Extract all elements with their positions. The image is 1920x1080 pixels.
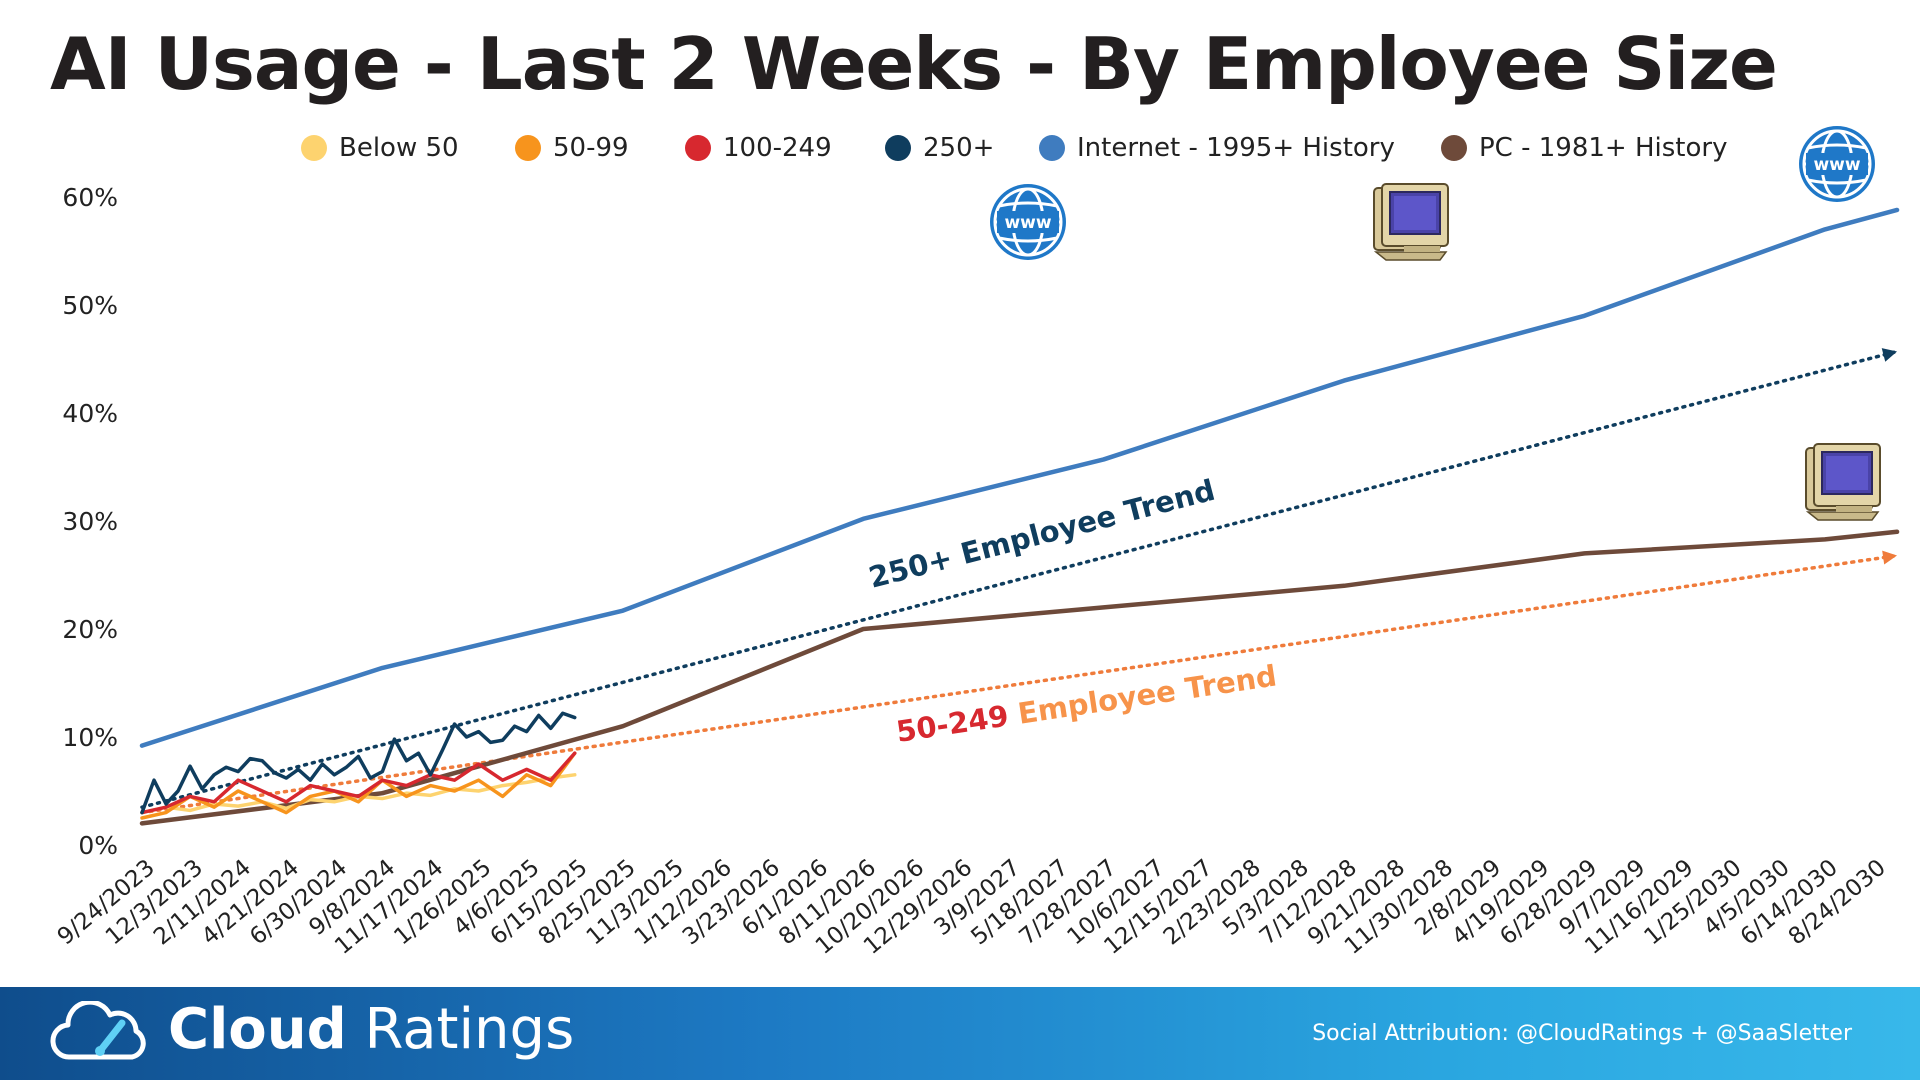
cloud-gauge-icon bbox=[50, 1001, 146, 1060]
legend-marker-internet-1995-history bbox=[1039, 135, 1065, 161]
y-tick-label: 20% bbox=[62, 615, 118, 644]
legend-label-below-50: Below 50 bbox=[339, 133, 459, 163]
computer-icon bbox=[1373, 183, 1449, 261]
series-line-50-99 bbox=[140, 751, 577, 820]
y-tick-label: 60% bbox=[62, 183, 118, 212]
trend-line-250-employee-trend bbox=[140, 349, 1899, 809]
annotation-50-249-trend: 50-249 Employee Trend bbox=[894, 659, 1279, 749]
trend-line-50-249-employee-trend bbox=[140, 553, 1899, 815]
social-attribution: Social Attribution: @CloudRatings + @Saa… bbox=[1312, 1021, 1852, 1046]
series-line-250 bbox=[140, 711, 577, 815]
legend-label-50-99: 50-99 bbox=[553, 133, 629, 163]
series-line-100-249 bbox=[140, 751, 577, 815]
page-title: AI Usage - Last 2 Weeks - By Employee Si… bbox=[50, 22, 1778, 106]
legend-marker-50-99 bbox=[515, 135, 541, 161]
legend-label-100-249: 100-249 bbox=[723, 133, 832, 163]
footer-bar: Cloud Ratings Social Attribution: @Cloud… bbox=[0, 987, 1920, 1080]
y-tick-label: 50% bbox=[62, 291, 118, 320]
series-line-pc-1981-history bbox=[139, 529, 1900, 826]
legend-marker-below-50 bbox=[301, 135, 327, 161]
series-line-internet-1995-history bbox=[139, 207, 1900, 748]
y-tick-label: 10% bbox=[62, 723, 118, 752]
brand-name: Cloud Ratings bbox=[168, 997, 574, 1062]
globe-www-icon bbox=[1797, 124, 1877, 204]
legend-marker-250 bbox=[885, 135, 911, 161]
legend-label-internet-1995-history: Internet - 1995+ History bbox=[1077, 133, 1395, 163]
brand-name-light: Ratings bbox=[364, 997, 575, 1062]
annotation-prefix: 50-249 bbox=[894, 699, 1011, 749]
y-tick-label: 30% bbox=[62, 507, 118, 536]
annotation-text: Employee Trend bbox=[1006, 659, 1279, 733]
y-tick-label: 0% bbox=[78, 831, 118, 860]
annotation-250-trend: 250+ Employee Trend bbox=[865, 473, 1218, 595]
computer-icon bbox=[1805, 443, 1881, 521]
legend-label-250: 250+ bbox=[923, 133, 994, 163]
trend-arrowhead bbox=[1881, 348, 1898, 362]
legend-marker-pc-1981-history bbox=[1441, 135, 1467, 161]
y-tick-label: 40% bbox=[62, 399, 118, 428]
brand-name-bold: Cloud bbox=[168, 997, 347, 1062]
trend-arrowhead bbox=[1882, 550, 1898, 565]
legend-marker-100-249 bbox=[685, 135, 711, 161]
globe-www-icon bbox=[988, 182, 1068, 262]
legend-label-pc-1981-history: PC - 1981+ History bbox=[1479, 133, 1727, 163]
